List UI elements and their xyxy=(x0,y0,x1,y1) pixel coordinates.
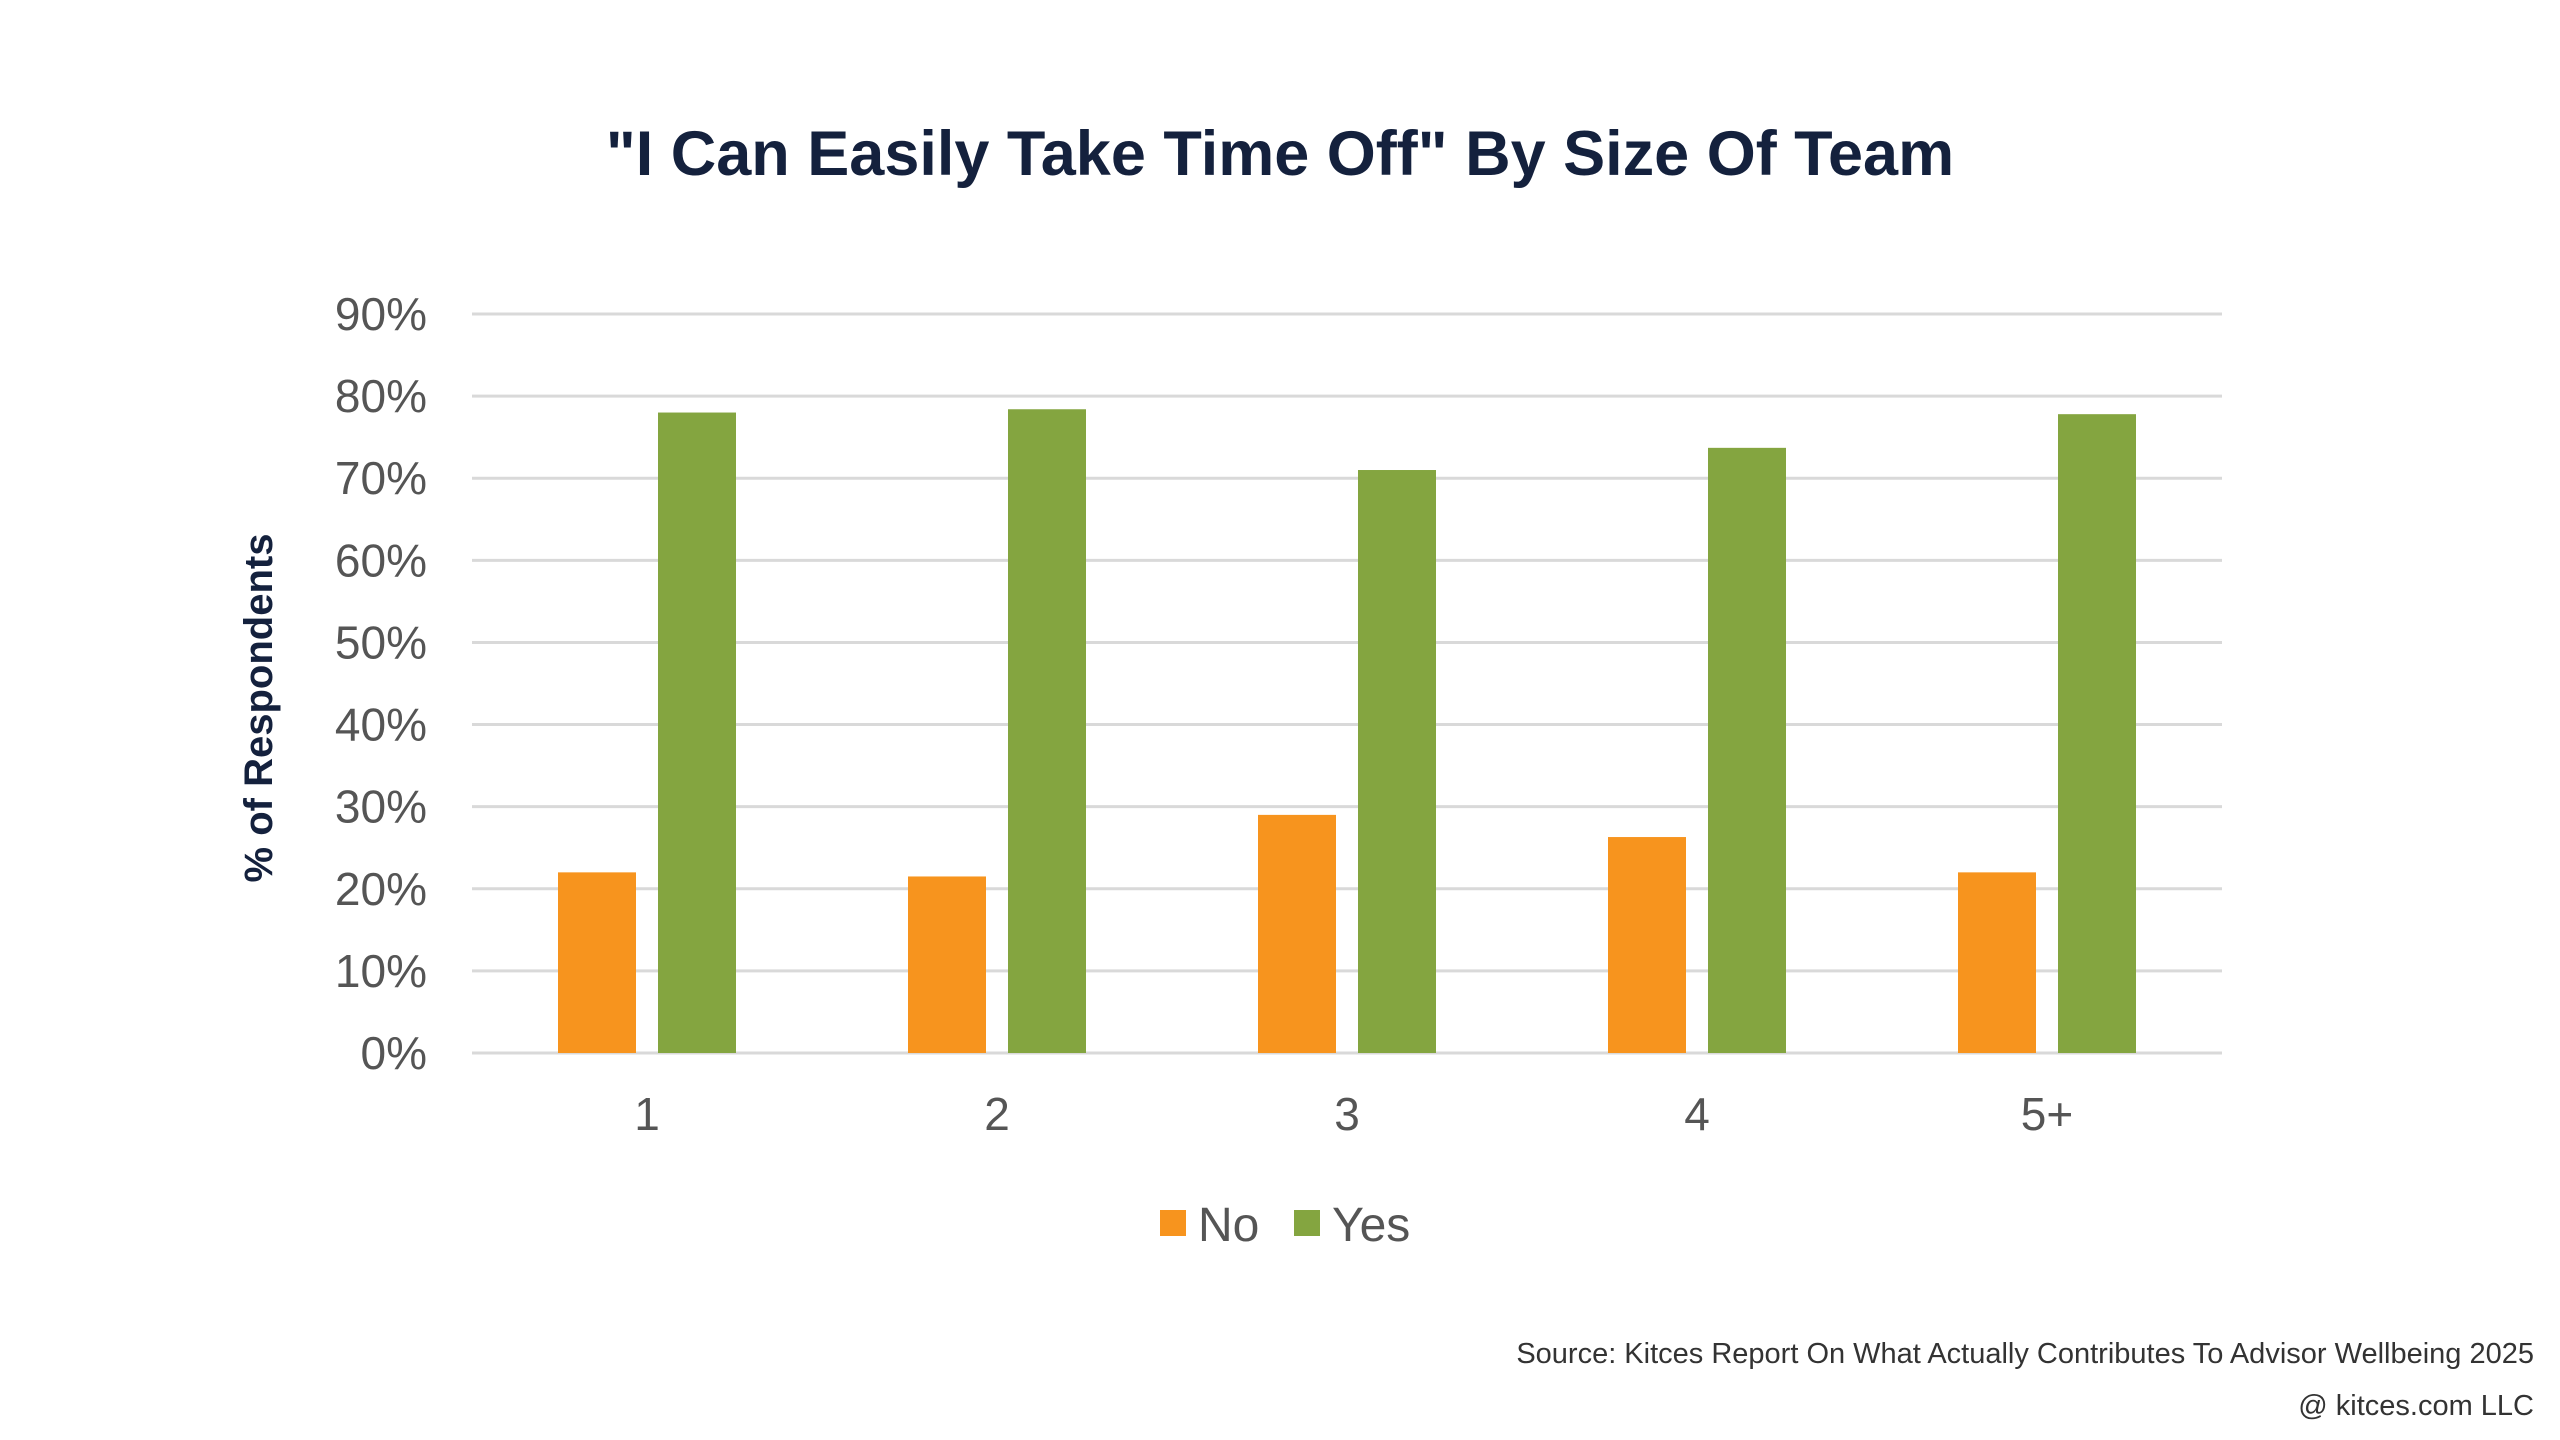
legend-swatch-no xyxy=(1160,1210,1186,1236)
legend-swatch-yes xyxy=(1294,1210,1320,1236)
bar-no-5+ xyxy=(1958,872,2036,1053)
source-note: Source: Kitces Report On What Actually C… xyxy=(1516,1338,2534,1370)
x-tick-label: 5+ xyxy=(2021,1088,2073,1140)
y-tick-label: 90% xyxy=(335,288,427,340)
y-tick-label: 10% xyxy=(335,945,427,997)
x-tick-label: 4 xyxy=(1684,1088,1710,1140)
legend-label-no: No xyxy=(1198,1199,1259,1252)
legend: No Yes xyxy=(1160,1199,1410,1252)
x-axis-ticks: 1 2 3 4 5+ xyxy=(634,1088,2073,1140)
y-tick-label: 60% xyxy=(335,534,427,586)
y-tick-label: 20% xyxy=(335,863,427,915)
x-tick-label: 2 xyxy=(984,1088,1010,1140)
y-tick-label: 80% xyxy=(335,370,427,422)
gridlines xyxy=(472,312,2222,1055)
bar-no-2 xyxy=(908,876,986,1053)
y-axis-ticks: 0% 10% 20% 30% 40% 50% 60% 70% 80% 90% xyxy=(335,288,427,1079)
bar-yes-5+ xyxy=(2058,414,2136,1054)
x-tick-label: 1 xyxy=(634,1088,660,1140)
x-tick-label: 3 xyxy=(1334,1088,1360,1140)
bar-no-4 xyxy=(1608,837,1686,1053)
y-tick-label: 0% xyxy=(361,1027,427,1079)
chart-title: "I Can Easily Take Time Off" By Size Of … xyxy=(605,119,1955,189)
bar-yes-1 xyxy=(658,412,736,1053)
bar-no-1 xyxy=(558,872,636,1053)
bar-no-3 xyxy=(1258,814,1336,1053)
bars xyxy=(558,409,2136,1054)
bar-yes-2 xyxy=(1008,409,1086,1053)
y-tick-label: 50% xyxy=(335,616,427,668)
y-tick-label: 40% xyxy=(335,699,427,751)
copyright-note: @ kitces.com LLC xyxy=(2298,1390,2534,1422)
legend-label-yes: Yes xyxy=(1332,1199,1410,1252)
y-tick-label: 70% xyxy=(335,452,427,504)
bar-yes-4 xyxy=(1708,447,1786,1053)
bar-yes-3 xyxy=(1358,470,1436,1053)
y-tick-label: 30% xyxy=(335,781,427,833)
y-axis-label: % of Respondents xyxy=(237,534,281,883)
